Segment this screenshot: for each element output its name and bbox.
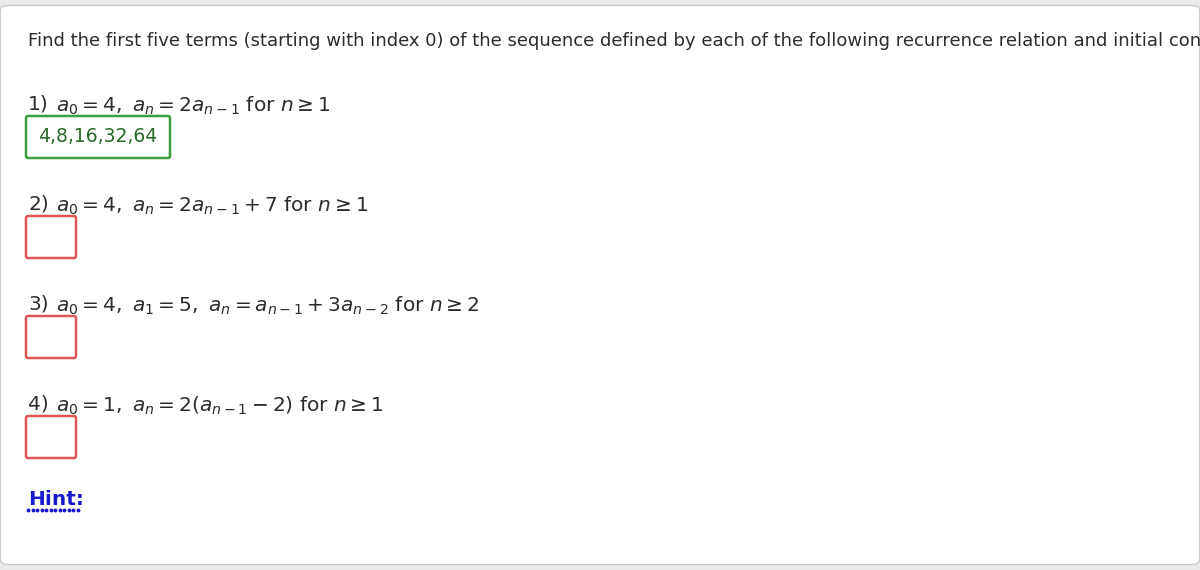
Text: 4,8,16,32,64: 4,8,16,32,64 (38, 128, 157, 146)
Text: $a_0 = 4,\ a_n = 2a_{n-1} + 7$ for $n \geq 1$: $a_0 = 4,\ a_n = 2a_{n-1} + 7$ for $n \g… (56, 195, 368, 217)
FancyBboxPatch shape (26, 216, 76, 258)
Text: $a_0 = 4,\ a_1 = 5,\ a_n = a_{n-1} + 3a_{n-2}$ for $n \geq 2$: $a_0 = 4,\ a_1 = 5,\ a_n = a_{n-1} + 3a_… (56, 295, 479, 317)
Text: 1): 1) (28, 95, 49, 114)
Text: 2): 2) (28, 195, 49, 214)
Text: Hint:: Hint: (28, 490, 84, 509)
Text: $a_0 = 1,\ a_n = 2(a_{n-1} - 2)$ for $n \geq 1$: $a_0 = 1,\ a_n = 2(a_{n-1} - 2)$ for $n … (56, 395, 384, 417)
Text: Find the first five terms (starting with index 0) of the sequence defined by eac: Find the first five terms (starting with… (28, 32, 1200, 50)
Text: 3): 3) (28, 295, 49, 314)
FancyBboxPatch shape (26, 116, 170, 158)
FancyBboxPatch shape (26, 316, 76, 358)
FancyBboxPatch shape (26, 416, 76, 458)
Text: $a_0 = 4,\ a_n = 2a_{n-1}$ for $n \geq 1$: $a_0 = 4,\ a_n = 2a_{n-1}$ for $n \geq 1… (56, 95, 330, 117)
Text: 4): 4) (28, 395, 49, 414)
